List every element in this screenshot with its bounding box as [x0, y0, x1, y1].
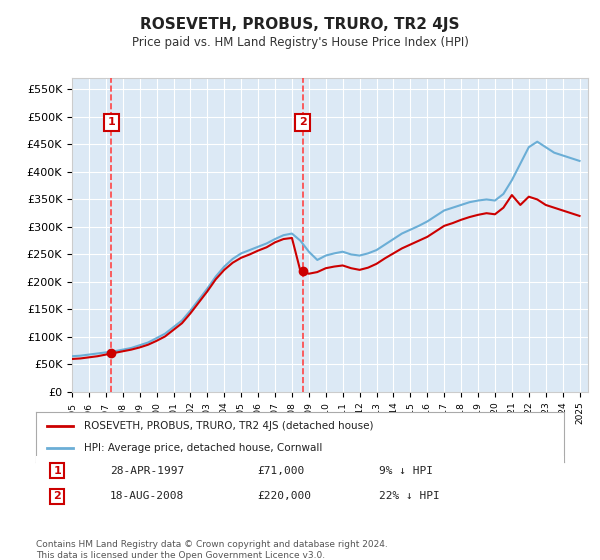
- Text: 2: 2: [53, 491, 61, 501]
- Text: HPI: Average price, detached house, Cornwall: HPI: Average price, detached house, Corn…: [83, 443, 322, 453]
- Text: ROSEVETH, PROBUS, TRURO, TR2 4JS (detached house): ROSEVETH, PROBUS, TRURO, TR2 4JS (detach…: [83, 421, 373, 431]
- Text: 1: 1: [53, 465, 61, 475]
- Text: £71,000: £71,000: [258, 465, 305, 475]
- Text: 18-AUG-2008: 18-AUG-2008: [110, 491, 184, 501]
- Text: 1: 1: [107, 118, 115, 128]
- Text: 2: 2: [299, 118, 307, 128]
- Text: Price paid vs. HM Land Registry's House Price Index (HPI): Price paid vs. HM Land Registry's House …: [131, 36, 469, 49]
- Text: 9% ↓ HPI: 9% ↓ HPI: [379, 465, 433, 475]
- Text: ROSEVETH, PROBUS, TRURO, TR2 4JS: ROSEVETH, PROBUS, TRURO, TR2 4JS: [140, 17, 460, 32]
- Text: 22% ↓ HPI: 22% ↓ HPI: [379, 491, 440, 501]
- Text: 28-APR-1997: 28-APR-1997: [110, 465, 184, 475]
- Text: Contains HM Land Registry data © Crown copyright and database right 2024.
This d: Contains HM Land Registry data © Crown c…: [36, 540, 388, 560]
- Text: £220,000: £220,000: [258, 491, 312, 501]
